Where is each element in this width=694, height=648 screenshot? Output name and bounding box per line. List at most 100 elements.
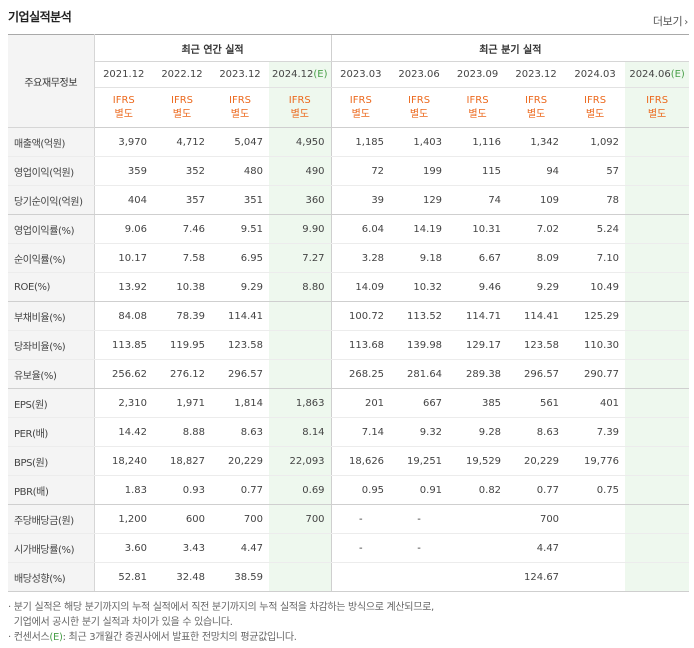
ifrs-badge: IFRS 별도 [390, 87, 449, 128]
ifrs-badge: IFRS 별도 [269, 87, 332, 128]
table-row: PBR(배) 1.83 0.93 0.77 0.69 0.95 0.91 0.82 0.77 0.… [8, 475, 690, 505]
table-cell: 1,814 [211, 388, 269, 418]
period-header: 2024.03 [565, 61, 626, 88]
table-cell: 7.10 [565, 243, 626, 273]
table-cell: 490 [269, 156, 332, 186]
table-cell: 3.60 [94, 533, 153, 563]
row-label: 유보율(%) [8, 359, 95, 389]
table-cell: 8.80 [269, 272, 332, 302]
table-cell: 0.77 [211, 475, 269, 505]
period-label: 2022.12 [161, 69, 203, 80]
table-cell: 1,185 [330, 127, 391, 157]
table-row: 당좌비율(%) 113.85 119.95 123.58 113.68 139.98 129… [8, 330, 690, 360]
table-cell [625, 301, 690, 331]
table-cell [625, 359, 690, 389]
table-cell: 6.95 [211, 243, 269, 273]
period-label: 2021.12 [103, 69, 145, 80]
table-cell [625, 475, 690, 505]
table-cell: - [330, 504, 391, 534]
footnote-2-text: : 최근 3개월간 증권사에서 발표한 전망치의 평균값입니다. [62, 632, 297, 643]
table-cell: 1,863 [269, 388, 332, 418]
table-cell: 296.57 [211, 359, 269, 389]
table-cell: 113.52 [390, 301, 449, 331]
table-cell: 0.77 [507, 475, 566, 505]
table-cell: 9.29 [507, 272, 566, 302]
table-cell: 8.09 [507, 243, 566, 273]
footnote-1-text: 분기 실적은 해당 분기까지의 누적 실적에서 직전 분기까지의 누적 실적을 … [13, 602, 434, 613]
chevron-right-icon: › [684, 17, 688, 28]
table-cell: 52.81 [94, 562, 153, 592]
table-cell: 110.30 [565, 330, 626, 360]
table-cell: 667 [390, 388, 449, 418]
table-cell: 94 [507, 156, 566, 186]
ifrs-type-label: 별도 [114, 108, 133, 120]
ifrs-badge: IFRS 별도 [330, 87, 391, 128]
table-cell: 32.48 [153, 562, 211, 592]
annual-group-header: 최근 연간 실적 [94, 34, 332, 62]
table-row: 시가배당률(%) 3.60 3.43 4.47- -4.47 [8, 533, 690, 563]
table-cell: 113.68 [330, 330, 391, 360]
ifrs-badge: IFRS 별도 [94, 87, 153, 128]
row-label: PBR(배) [8, 475, 95, 505]
ifrs-badge: IFRS 별도 [625, 87, 690, 128]
ifrs-label: IFRS [349, 94, 372, 106]
table-cell: 276.12 [153, 359, 211, 389]
table-cell: 19,529 [448, 446, 508, 476]
table-row: 부채비율(%) 84.08 78.39 114.41 100.72 113.52 114.7… [8, 301, 690, 331]
table-cell [625, 533, 690, 563]
table-cell: 123.58 [507, 330, 566, 360]
table-row: 주당배당금(원) 1,200 600 700 700- -700 [8, 504, 690, 534]
table-cell: 9.32 [390, 417, 449, 447]
row-label: 당좌비율(%) [8, 330, 95, 360]
table-cell: 3.43 [153, 533, 211, 563]
table-cell: 125.29 [565, 301, 626, 331]
row-label: ROE(%) [8, 272, 95, 302]
table-cell: 1,971 [153, 388, 211, 418]
ifrs-label: IFRS [288, 94, 311, 106]
ifrs-label: IFRS [646, 94, 669, 106]
table-row: 당기순이익(억원) 404 357 351 360 39 129 74 109 78 [8, 185, 690, 215]
table-cell [625, 185, 690, 215]
ifrs-label: IFRS [408, 94, 431, 106]
section-title: 기업실적분석 [8, 10, 72, 24]
table-cell: 1.83 [94, 475, 153, 505]
row-label: 주당배당금(원) [8, 504, 95, 534]
table-cell: 139.98 [390, 330, 449, 360]
table-cell: 385 [448, 388, 508, 418]
ifrs-label: IFRS [229, 94, 251, 106]
ifrs-badge: IFRS 별도 [448, 87, 508, 128]
table-cell: 8.88 [153, 417, 211, 447]
period-header: 2023.12 [507, 61, 566, 88]
table-cell [269, 562, 332, 592]
table-cell: 352 [153, 156, 211, 186]
table-cell [269, 359, 332, 389]
table-cell: 114.41 [211, 301, 269, 331]
table-cell: 100.72 [330, 301, 391, 331]
table-cell: 289.38 [448, 359, 508, 389]
table-cell: 114.41 [507, 301, 566, 331]
table-cell: 9.90 [269, 214, 332, 244]
ifrs-badge: IFRS 별도 [507, 87, 566, 128]
table-cell [565, 562, 626, 592]
table-cell [625, 243, 690, 273]
table-cell: - [390, 533, 449, 563]
table-row: BPS(원) 18,240 18,827 20,229 22,093 18,626 19,2… [8, 446, 690, 476]
row-label: 순이익률(%) [8, 243, 95, 273]
table-cell: 10.49 [565, 272, 626, 302]
table-cell: 351 [211, 185, 269, 215]
table-cell [565, 533, 626, 563]
table-cell: 0.82 [448, 475, 508, 505]
table-cell: 4.47 [211, 533, 269, 563]
table-cell: 0.93 [153, 475, 211, 505]
table-cell: 4,950 [269, 127, 332, 157]
table-cell: 9.18 [390, 243, 449, 273]
table-cell: 357 [153, 185, 211, 215]
table-cell: - [390, 504, 449, 534]
table-cell: 359 [94, 156, 153, 186]
table-row: 영업이익률(%) 9.06 7.46 9.51 9.90 6.04 14.19 10.31 7.… [8, 214, 690, 244]
more-link[interactable]: 더보기 › [653, 13, 688, 29]
table-cell: 0.75 [565, 475, 626, 505]
ifrs-label: IFRS [525, 94, 548, 106]
table-cell [625, 330, 690, 360]
